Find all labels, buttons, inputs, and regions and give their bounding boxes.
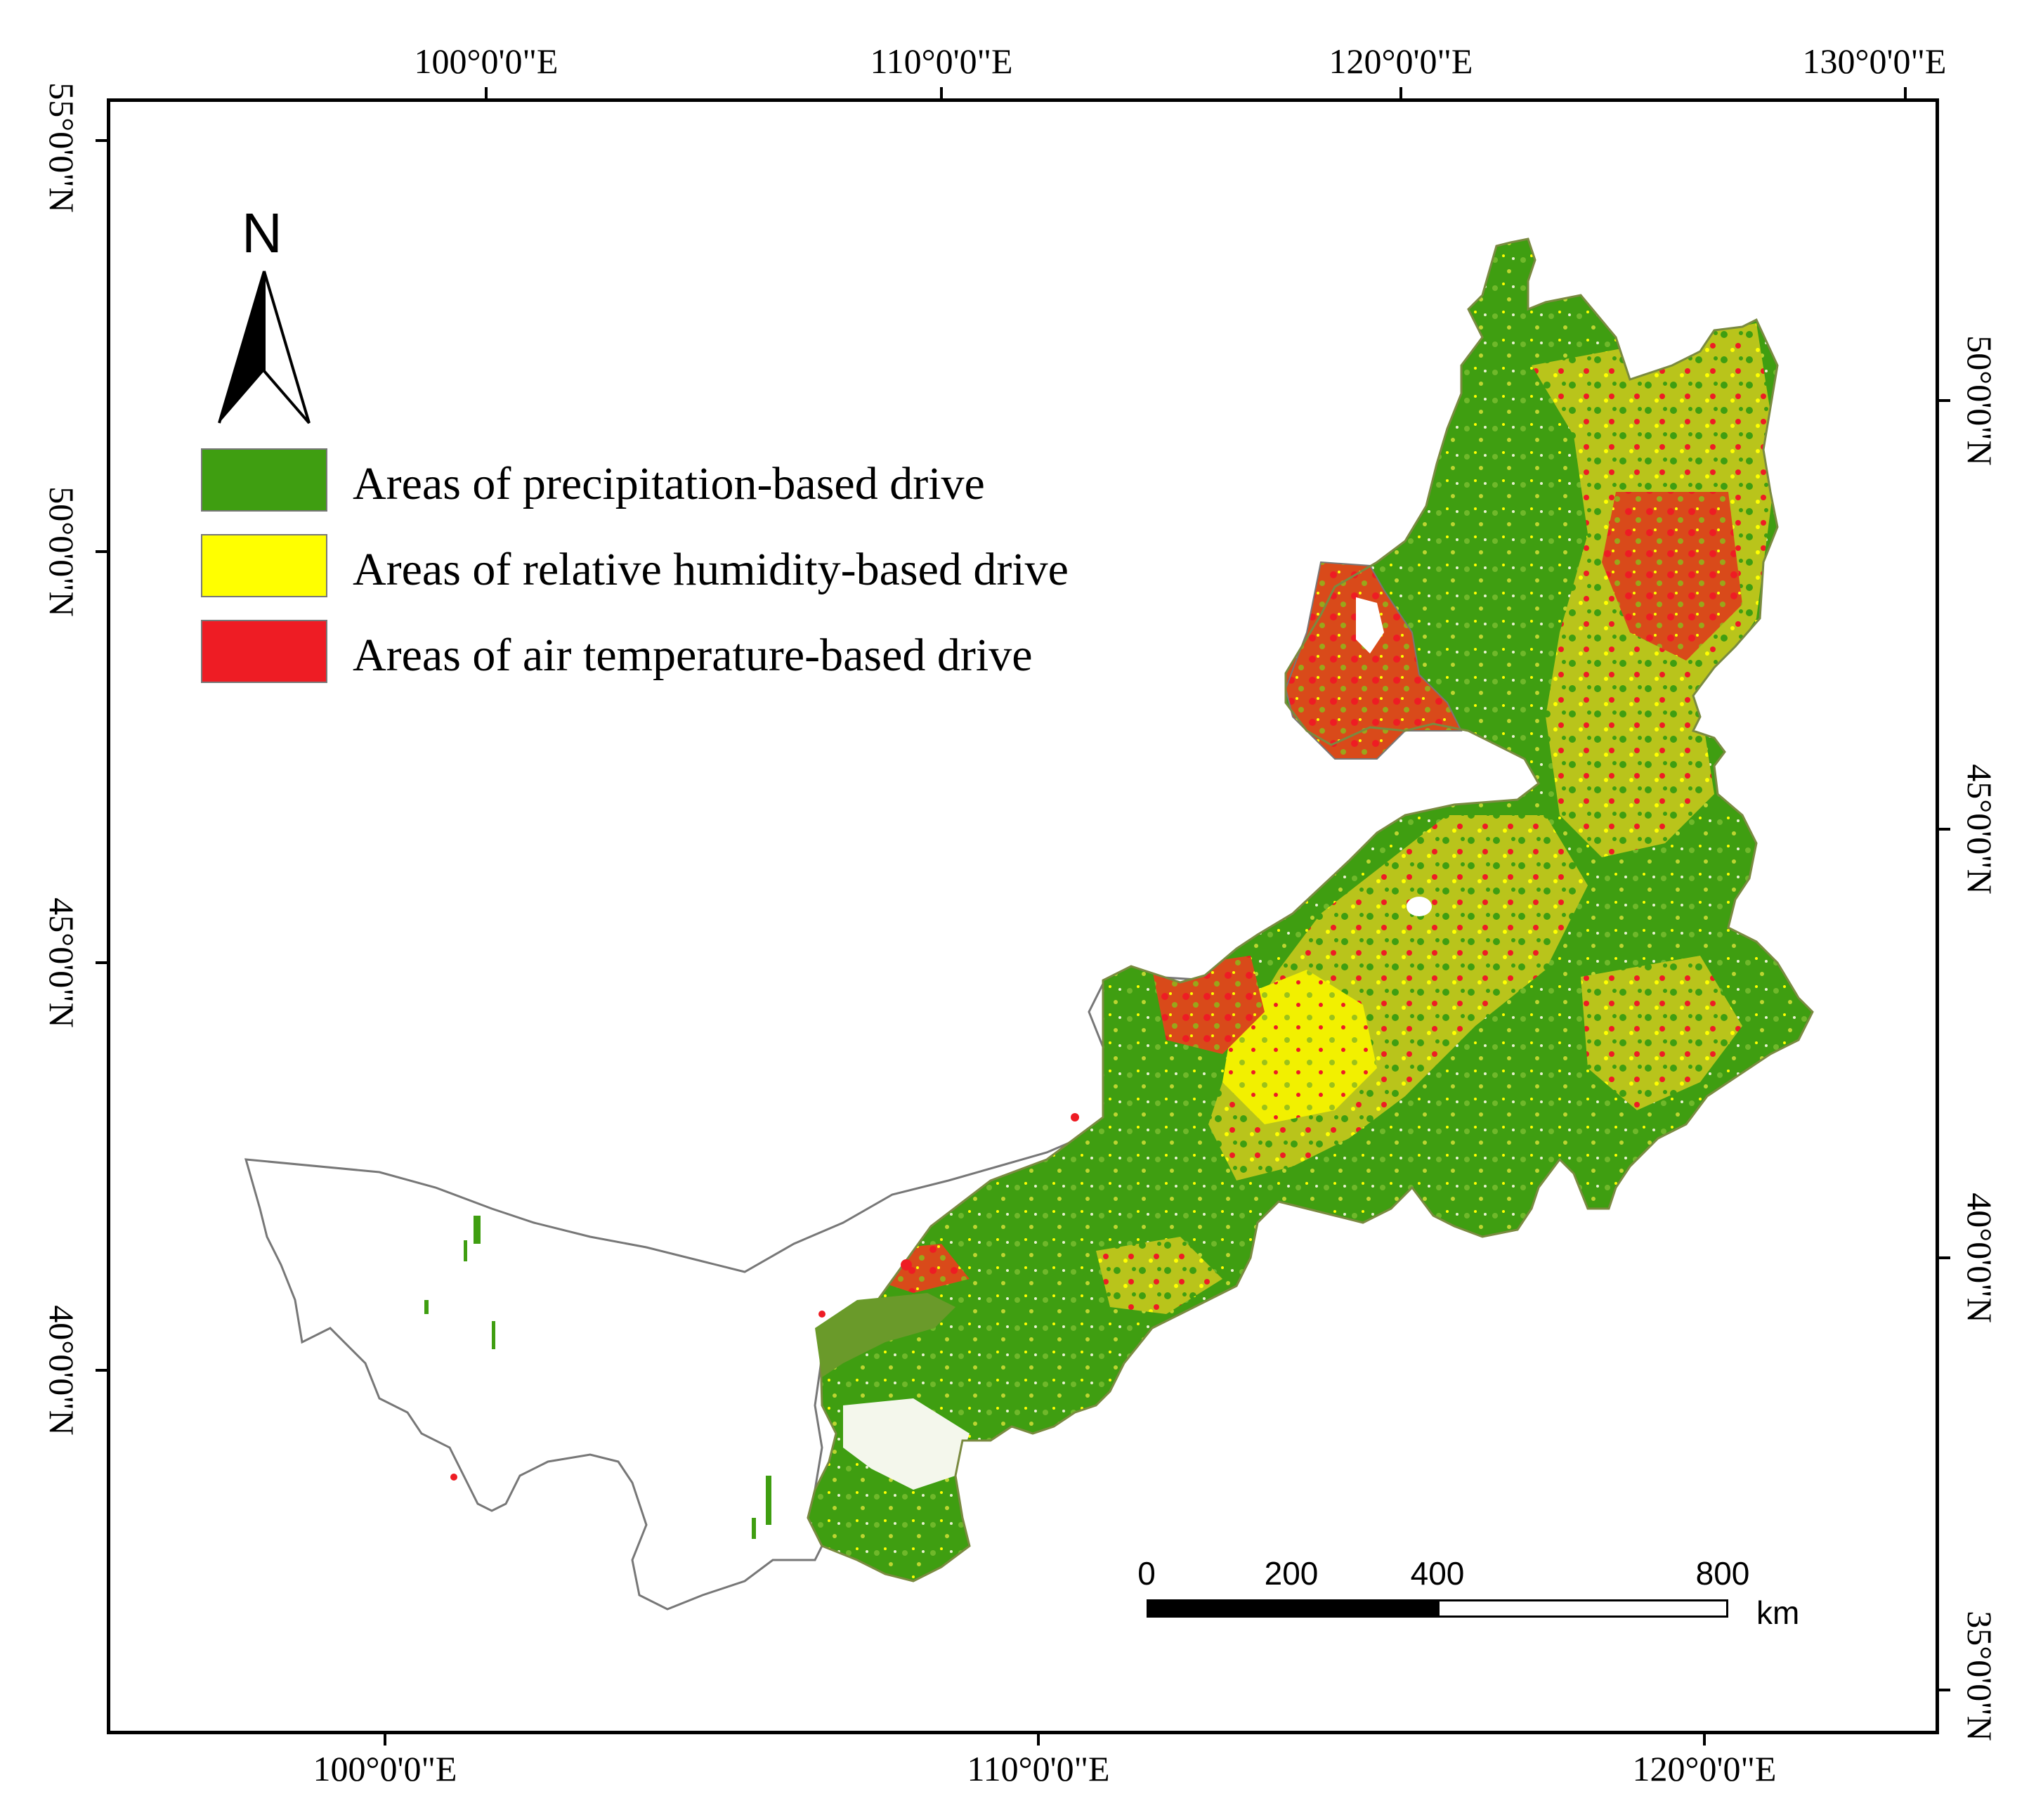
legend-swatch-precipitation bbox=[201, 448, 327, 512]
scale-tick-200: 200 bbox=[1264, 1555, 1319, 1592]
bottom-lon-label-110: 110°0'0"E bbox=[967, 1749, 1110, 1788]
scale-unit: km bbox=[1756, 1594, 1800, 1631]
legend-label-precipitation: Areas of precipitation-based drive bbox=[353, 458, 985, 509]
bottom-lon-label-100: 100°0'0"E bbox=[313, 1749, 457, 1788]
top-lon-label-130: 130°0'0"E bbox=[1802, 41, 1947, 81]
scale-segment-black bbox=[1147, 1599, 1437, 1618]
western-region bbox=[244, 975, 1252, 1611]
scale-segment-white bbox=[1437, 1599, 1728, 1618]
scale-tick-400: 400 bbox=[1410, 1555, 1465, 1592]
legend-label-temperature: Areas of air temperature-based drive bbox=[353, 630, 1033, 681]
scale-tick-800: 800 bbox=[1695, 1555, 1750, 1592]
legend-swatch-humidity bbox=[201, 534, 327, 597]
top-lon-label-110: 110°0'0"E bbox=[870, 41, 1013, 81]
legend-label-humidity: Areas of relative humidity-based drive bbox=[353, 544, 1069, 595]
scale-tick-0: 0 bbox=[1137, 1555, 1156, 1592]
top-lon-label-120: 120°0'0"E bbox=[1329, 41, 1473, 81]
north-arrow-letter: N bbox=[242, 202, 282, 264]
top-lon-label-100: 100°0'0"E bbox=[414, 41, 559, 81]
north-arrow-icon bbox=[218, 271, 311, 424]
bottom-lon-label-120: 120°0'0"E bbox=[1632, 1749, 1777, 1788]
map-frame bbox=[107, 98, 1939, 1734]
legend-swatch-temperature bbox=[201, 620, 327, 683]
